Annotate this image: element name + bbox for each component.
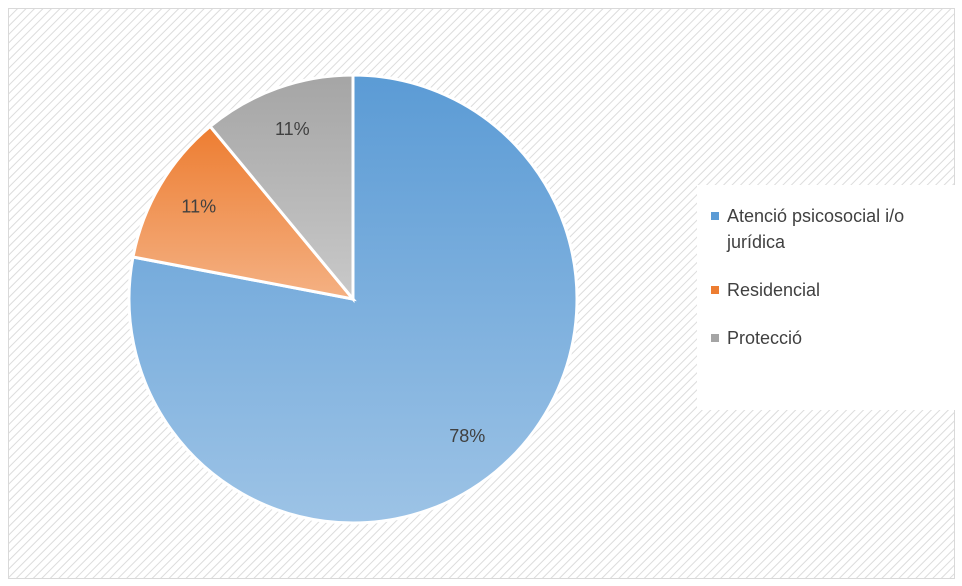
data-label: 11%	[275, 119, 310, 139]
legend-label: Atenció psicosocial i/o jurídica	[727, 206, 905, 252]
legend-item: Residencial	[711, 277, 947, 303]
legend: Atenció psicosocial i/o jurídica Residenc…	[697, 185, 957, 410]
slice	[131, 124, 357, 302]
legend-swatch	[711, 334, 719, 342]
legend-item: Atenció psicosocial i/o jurídica	[711, 203, 947, 255]
legend-swatch	[711, 212, 719, 220]
legend-item: Protecció	[711, 325, 947, 351]
slice	[208, 73, 355, 304]
legend-swatch	[711, 286, 719, 294]
data-label: 11%	[181, 197, 216, 217]
data-label: 78%	[449, 426, 485, 446]
legend-label: Residencial	[727, 280, 821, 300]
pie: 78% 11% 11%	[127, 73, 579, 525]
legend-label: Protecció	[727, 328, 803, 348]
